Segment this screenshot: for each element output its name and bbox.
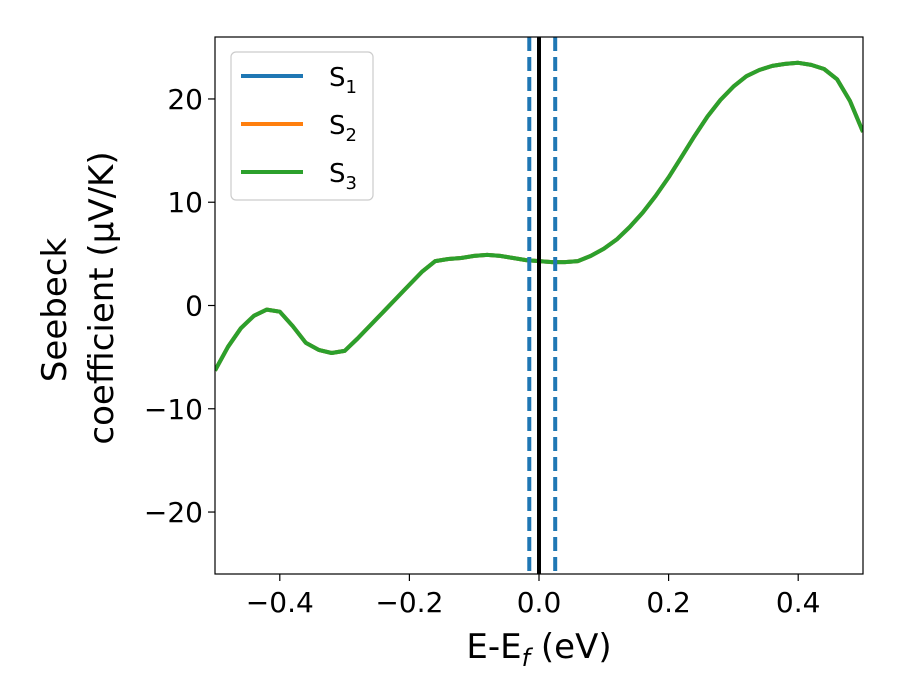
x-tick-label: −0.4 (246, 586, 314, 619)
y-tick-label: 0 (185, 290, 203, 323)
x-axis-label-main: E-E (466, 627, 521, 667)
plot-area (215, 37, 863, 574)
y-axis-label-line2: coefficient (μV/K) (82, 151, 122, 444)
x-axis-label-unit: (eV) (530, 627, 612, 667)
legend-label-3: S3 (329, 159, 357, 194)
x-axis-label: E-Ef (eV) (466, 627, 611, 672)
y-tick-label: −10 (144, 393, 203, 426)
x-tick-label: −0.2 (375, 586, 443, 619)
x-tick-label: 0.4 (776, 586, 821, 619)
x-tick-label: 0.0 (517, 586, 562, 619)
x-tick-label: 0.2 (646, 586, 691, 619)
legend: S1 S2 S3 (230, 51, 374, 201)
legend-label-2: S2 (329, 111, 357, 146)
axis-ticks: −0.4 −0.2 0.0 0.2 0.4 −20 −10 0 10 20 (144, 83, 821, 619)
y-tick-label: 10 (167, 186, 203, 219)
y-axis-label-line1: Seebeck (35, 238, 75, 383)
y-tick-label: 20 (167, 83, 203, 116)
legend-label-1: S1 (329, 63, 357, 98)
y-tick-label: −20 (144, 496, 203, 529)
